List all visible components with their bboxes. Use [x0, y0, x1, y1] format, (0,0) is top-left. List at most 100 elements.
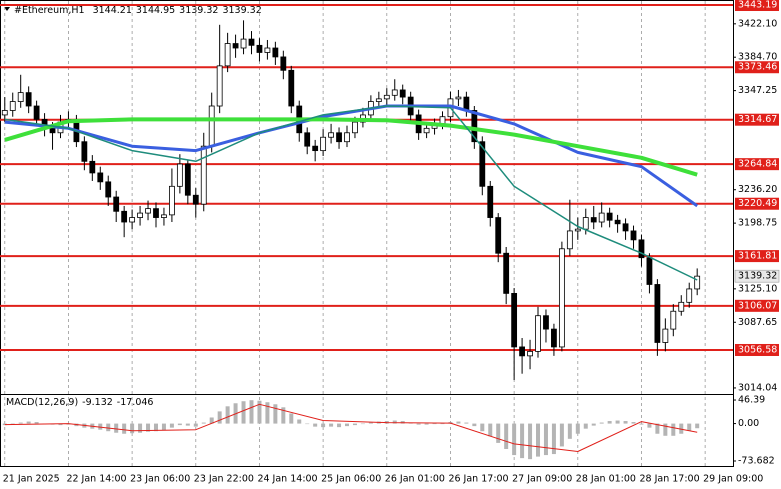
plot-frame	[0, 0, 734, 467]
macd-bar	[153, 423, 158, 432]
candle-body	[471, 110, 478, 143]
macd-bar	[528, 423, 533, 460]
macd-bar	[177, 423, 182, 426]
candle-body	[646, 257, 653, 285]
y-tick-label: 3125.10	[738, 283, 777, 294]
menu-icon[interactable]	[4, 7, 10, 11]
macd-bar	[169, 423, 174, 428]
macd-bar	[241, 401, 246, 424]
low: 3139.32	[179, 5, 218, 16]
x-tick-label: 28 Jan 17:00	[639, 474, 699, 485]
macd-bar	[504, 423, 509, 449]
candle-body	[606, 212, 613, 221]
y-tick-label: -73.682	[738, 456, 775, 467]
macd-bar	[98, 423, 103, 430]
macd-bar	[623, 421, 628, 424]
candle-body	[1, 110, 8, 116]
macd-bar	[432, 423, 437, 425]
level-label-box	[735, 197, 779, 210]
candle-body	[558, 248, 565, 348]
macd-bar	[631, 422, 636, 424]
candle-body	[184, 163, 191, 196]
x-tick-label: 24 Jan 14:00	[257, 474, 317, 485]
macd-bar	[185, 423, 190, 426]
macd-bar	[392, 420, 397, 424]
candle-body	[192, 194, 199, 205]
macd-bar	[2, 423, 7, 426]
level-label-box	[735, 0, 779, 12]
macd-bar	[663, 423, 668, 436]
macd-bar	[321, 423, 326, 428]
macd-bar	[615, 420, 620, 424]
macd-bar	[695, 423, 700, 429]
macd-bar	[201, 422, 206, 424]
macd-bar	[360, 423, 365, 425]
macd-bar	[472, 423, 477, 427]
candle-body	[137, 212, 143, 218]
candle-body	[89, 160, 96, 174]
level-label: 3106.07	[738, 300, 777, 311]
macd-bar	[281, 407, 286, 424]
candle-body	[17, 92, 24, 102]
close: 3139.32	[222, 5, 261, 16]
candle-body	[280, 56, 287, 71]
macd-bar	[591, 423, 596, 426]
candle-body	[638, 239, 645, 259]
y-tick-label: 3198.75	[738, 218, 777, 229]
candle-body	[391, 89, 398, 96]
macd-bar	[161, 423, 166, 431]
macd-bar	[106, 423, 111, 432]
level-label-box	[735, 250, 779, 263]
macd-header: MACD(12,26,9) -9.132 -17.046	[6, 397, 153, 408]
macd-bar	[209, 417, 214, 424]
candle-body	[344, 132, 350, 143]
y-tick-label: 3014.04	[738, 382, 777, 393]
macd-bar	[575, 423, 580, 434]
candle-body	[678, 301, 685, 312]
level-label-box	[735, 158, 779, 171]
macd-bar	[567, 423, 572, 439]
candle-body	[383, 94, 390, 100]
y-tick-label: 0.00	[738, 418, 759, 429]
candle-body	[328, 132, 334, 138]
candle-body	[232, 43, 239, 49]
candle-body	[543, 315, 549, 330]
candle-body	[694, 275, 701, 290]
macd-bar	[416, 423, 421, 425]
y-tick-label: 3236.20	[738, 184, 777, 195]
candle-body	[304, 132, 311, 147]
candle-body	[320, 136, 327, 152]
macd-bar	[217, 411, 222, 424]
candle-body	[240, 38, 247, 49]
macd-bar	[26, 421, 31, 424]
candle-body	[614, 219, 621, 225]
level-label: 3161.81	[738, 251, 777, 262]
candle-body	[176, 163, 183, 187]
macd-bar	[297, 419, 302, 424]
candle-body	[535, 315, 541, 352]
x-tick-label: 26 Jan 01:00	[385, 474, 445, 485]
candle-body	[208, 105, 215, 147]
candle-body	[200, 145, 207, 205]
candle-body	[224, 43, 231, 67]
y-tick-label: 3422.10	[738, 18, 777, 29]
candle-body	[511, 292, 518, 348]
candle-body	[582, 217, 589, 230]
candle-body	[455, 96, 462, 100]
candle-body	[161, 214, 167, 218]
level-label: 3056.58	[738, 344, 777, 355]
macd-bar	[249, 400, 254, 424]
candle-body	[630, 230, 637, 241]
candle-body	[352, 121, 358, 134]
candle-body	[622, 223, 629, 232]
candle-body	[25, 92, 32, 107]
candle-body	[33, 105, 40, 120]
candle-body	[145, 208, 151, 214]
macd-bar	[655, 423, 660, 434]
signal-line	[4, 403, 698, 452]
candle-body	[495, 217, 502, 254]
last-price-label: 3139.32	[738, 271, 777, 282]
candle-body	[264, 47, 271, 53]
macd-bar	[583, 423, 588, 429]
candle-body	[487, 185, 494, 218]
